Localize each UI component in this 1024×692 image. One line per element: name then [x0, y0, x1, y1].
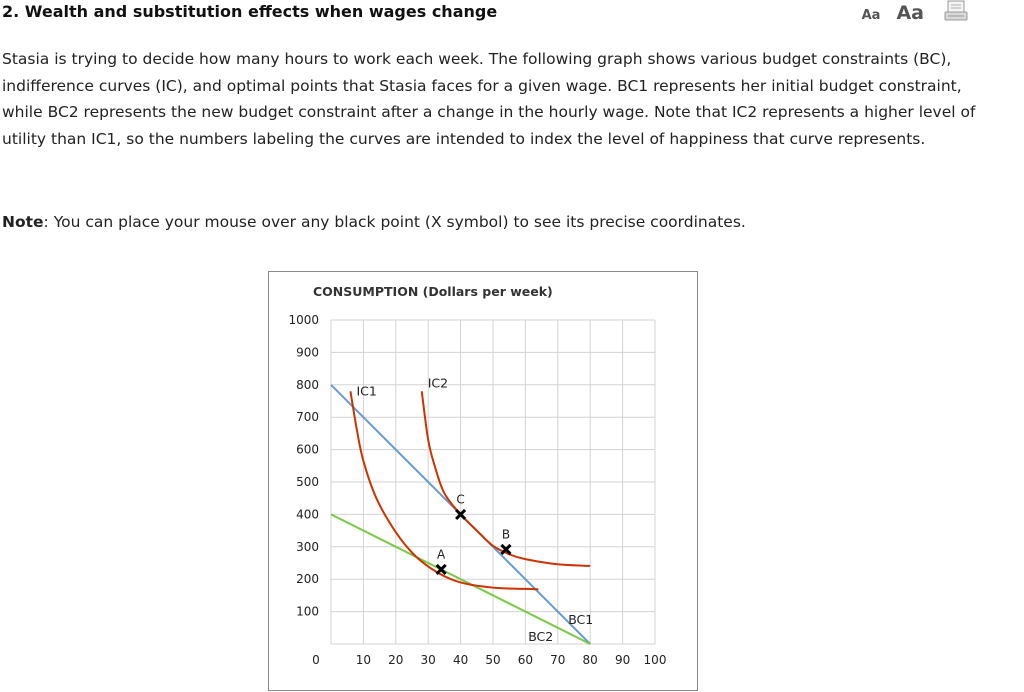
note-paragraph: Note: You can place your mouse over any … [2, 209, 746, 235]
graph-panel: CONSUMPTION (Dollars per week) 100 200 300 4… [268, 271, 698, 691]
ic1-label: IC1 [356, 383, 376, 398]
decrease-font-button[interactable]: Aa [861, 8, 881, 23]
note-text: : You can place your mouse over any blac… [43, 213, 746, 231]
x-tick-label: 10 [356, 653, 371, 667]
bc2-curve [330, 513, 591, 645]
point-b-label: B [502, 527, 510, 541]
note-label: Note [2, 213, 44, 231]
y-tick-label: 400 [296, 507, 319, 521]
y-tick-label: 900 [296, 345, 319, 359]
printer-icon[interactable] [944, 0, 968, 22]
point-b-marker[interactable] [500, 543, 512, 555]
y-tick-label: 600 [296, 443, 319, 457]
y-tick-label: 800 [296, 378, 319, 392]
x-tick-label: 30 [421, 653, 436, 667]
x-tick-label: 100 [644, 653, 667, 667]
font-size-controls: Aa Aa [862, 2, 924, 24]
y-axis-label: CONSUMPTION (Dollars per week) [313, 284, 553, 299]
y-tick-label: 200 [296, 572, 319, 586]
budget-indifference-chart: CONSUMPTION (Dollars per week)1002003004… [288, 284, 667, 667]
y-tick-label: 100 [296, 605, 319, 619]
x-tick-label: 50 [485, 653, 500, 667]
point-a-marker[interactable] [435, 563, 447, 576]
x-tick-label: 40 [453, 653, 468, 667]
point-c-marker[interactable] [455, 508, 467, 520]
section-heading: 2. Wealth and substitution effects when … [2, 2, 498, 21]
increase-font-button[interactable]: Aa [896, 2, 924, 24]
x-tick-label: 70 [550, 653, 565, 667]
intro-paragraph: Stasia is trying to decide how many hour… [2, 50, 976, 148]
point-c-label: C [456, 492, 464, 506]
ic2-curve [420, 391, 591, 567]
x-tick-label: 80 [583, 653, 598, 667]
x-tick-label: 20 [388, 653, 403, 667]
bc1-label: BC1 [568, 612, 593, 627]
point-a-label: A [437, 547, 446, 561]
ic2-label: IC2 [428, 375, 448, 390]
ic1-curve [349, 391, 539, 591]
y-tick-label: 300 [296, 540, 319, 554]
x-tick-label: 90 [615, 653, 630, 667]
x-tick-label: 60 [518, 653, 533, 667]
y-tick-label: 1000 [288, 313, 319, 327]
x-tick-label: 0 [312, 653, 320, 667]
y-tick-label: 500 [296, 475, 319, 489]
y-tick-label: 700 [296, 410, 319, 424]
bc2-label: BC2 [528, 629, 553, 644]
